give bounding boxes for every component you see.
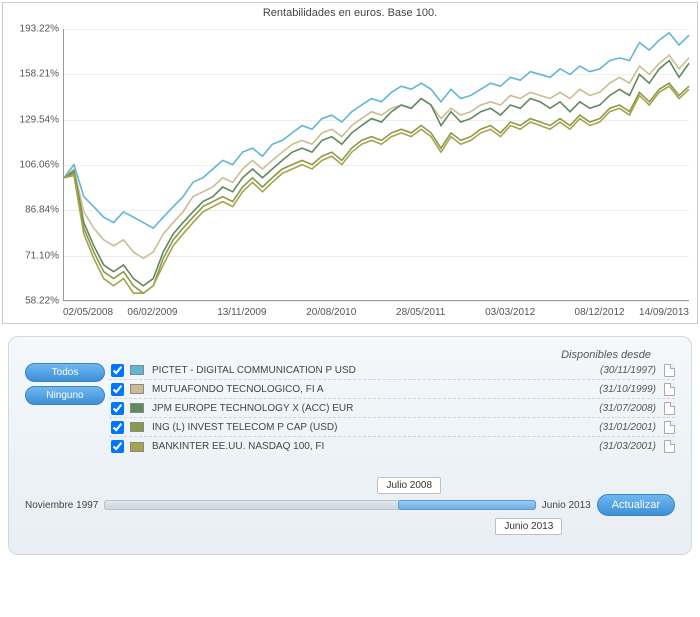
x-tick-label: 03/03/2012 [485,307,535,318]
legend-fund-name: PICTET - DIGITAL COMMUNICATION P USD [152,365,600,376]
range-end-tag: Junio 2013 [495,518,562,535]
legend-fund-date: (31/07/2008) [599,403,656,414]
document-icon[interactable] [664,421,675,434]
plot-area [63,29,689,301]
series-line [64,86,689,293]
legend-checkbox[interactable] [111,421,124,434]
legend-fund-date: (30/11/1997) [600,365,656,376]
series-line [64,83,689,293]
range-selection[interactable] [398,500,536,510]
legend-fund-name: BANKINTER EE.UU. NASDAQ 100, FI [152,441,599,452]
x-tick-label: 28/05/2011 [396,307,445,318]
series-line [64,33,689,228]
legend-row: ING (L) INVEST TELECOM P CAP (USD)(31/01… [109,418,675,437]
x-axis-labels: 02/05/2008 06/02/2009 13/11/2009 20/08/2010… [63,307,689,321]
y-tick-label: 106.06% [20,160,59,171]
legend-checkbox[interactable] [111,440,124,453]
legend-swatch [130,422,144,432]
legend-fund-date: (31/03/2001) [599,441,656,452]
document-icon[interactable] [664,364,675,377]
document-icon[interactable] [664,402,675,415]
y-tick-label: 193.22% [20,24,59,35]
legend-fund-date: (31/01/2001) [599,422,656,433]
legend-header: Disponibles desde [25,349,675,361]
x-tick-label: 13/11/2009 [217,307,266,318]
legend-swatch [130,384,144,394]
chart-area: 58.22% 71.10% 86.84% 106.06% 129.54% 158.21% 1… [3,23,697,323]
x-tick-label: 02/05/2008 [63,307,113,318]
range-full-start: Noviembre 1997 [25,500,98,511]
gridline [64,301,689,302]
date-range-control: Julio 2008 Noviembre 1997 Junio 2013 Act… [25,476,675,538]
x-tick-label: 08/12/2012 [575,307,625,318]
legend-button-column: Todos Ninguno [25,361,105,456]
y-tick-label: 158.21% [20,69,59,80]
legend-fund-name: MUTUAFONDO TECNOLOGICO, FI A [152,384,599,395]
legend-swatch [130,442,144,452]
legend-row: PICTET - DIGITAL COMMUNICATION P USD(30/… [109,361,675,380]
update-button[interactable]: Actualizar [597,494,675,516]
x-tick-label: 14/09/2013 [639,307,689,318]
y-tick-label: 86.84% [25,205,59,216]
legend-rows: PICTET - DIGITAL COMMUNICATION P USD(30/… [109,361,675,456]
legend-row: BANKINTER EE.UU. NASDAQ 100, FI(31/03/20… [109,437,675,456]
legend-checkbox[interactable] [111,364,124,377]
legend-checkbox[interactable] [111,383,124,396]
range-tag-row-below: Junio 2013 [25,518,675,538]
x-tick-label: 20/08/2010 [306,307,356,318]
range-start-tag: Julio 2008 [377,477,441,494]
range-track[interactable] [104,500,535,510]
legend-panel: Disponibles desde Todos Ninguno PICTET -… [8,336,692,555]
select-all-button[interactable]: Todos [25,363,105,382]
x-tick-label: 06/02/2009 [127,307,177,318]
series-line [64,55,689,258]
select-none-button[interactable]: Ninguno [25,386,105,405]
y-axis-labels: 58.22% 71.10% 86.84% 106.06% 129.54% 158.21% 1… [3,23,63,323]
legend-fund-name: ING (L) INVEST TELECOM P CAP (USD) [152,422,599,433]
legend-swatch [130,403,144,413]
legend-row: MUTUAFONDO TECNOLOGICO, FI A(31/10/1999) [109,380,675,399]
chart-lines [64,29,689,300]
legend-row: JPM EUROPE TECHNOLOGY X (ACC) EUR(31/07/… [109,399,675,418]
chart-container: Rentabilidades en euros. Base 100. 58.22… [2,2,698,324]
legend-fund-date: (31/10/1999) [599,384,656,395]
document-icon[interactable] [664,383,675,396]
range-full-end: Junio 2013 [542,500,591,511]
y-tick-label: 71.10% [25,250,59,261]
chart-title: Rentabilidades en euros. Base 100. [3,3,697,23]
legend-swatch [130,365,144,375]
legend-checkbox[interactable] [111,402,124,415]
y-tick-label: 129.54% [20,114,59,125]
document-icon[interactable] [664,440,675,453]
y-tick-label: 58.22% [25,296,59,307]
range-tag-row: Julio 2008 [25,476,675,494]
legend-fund-name: JPM EUROPE TECHNOLOGY X (ACC) EUR [152,403,599,414]
